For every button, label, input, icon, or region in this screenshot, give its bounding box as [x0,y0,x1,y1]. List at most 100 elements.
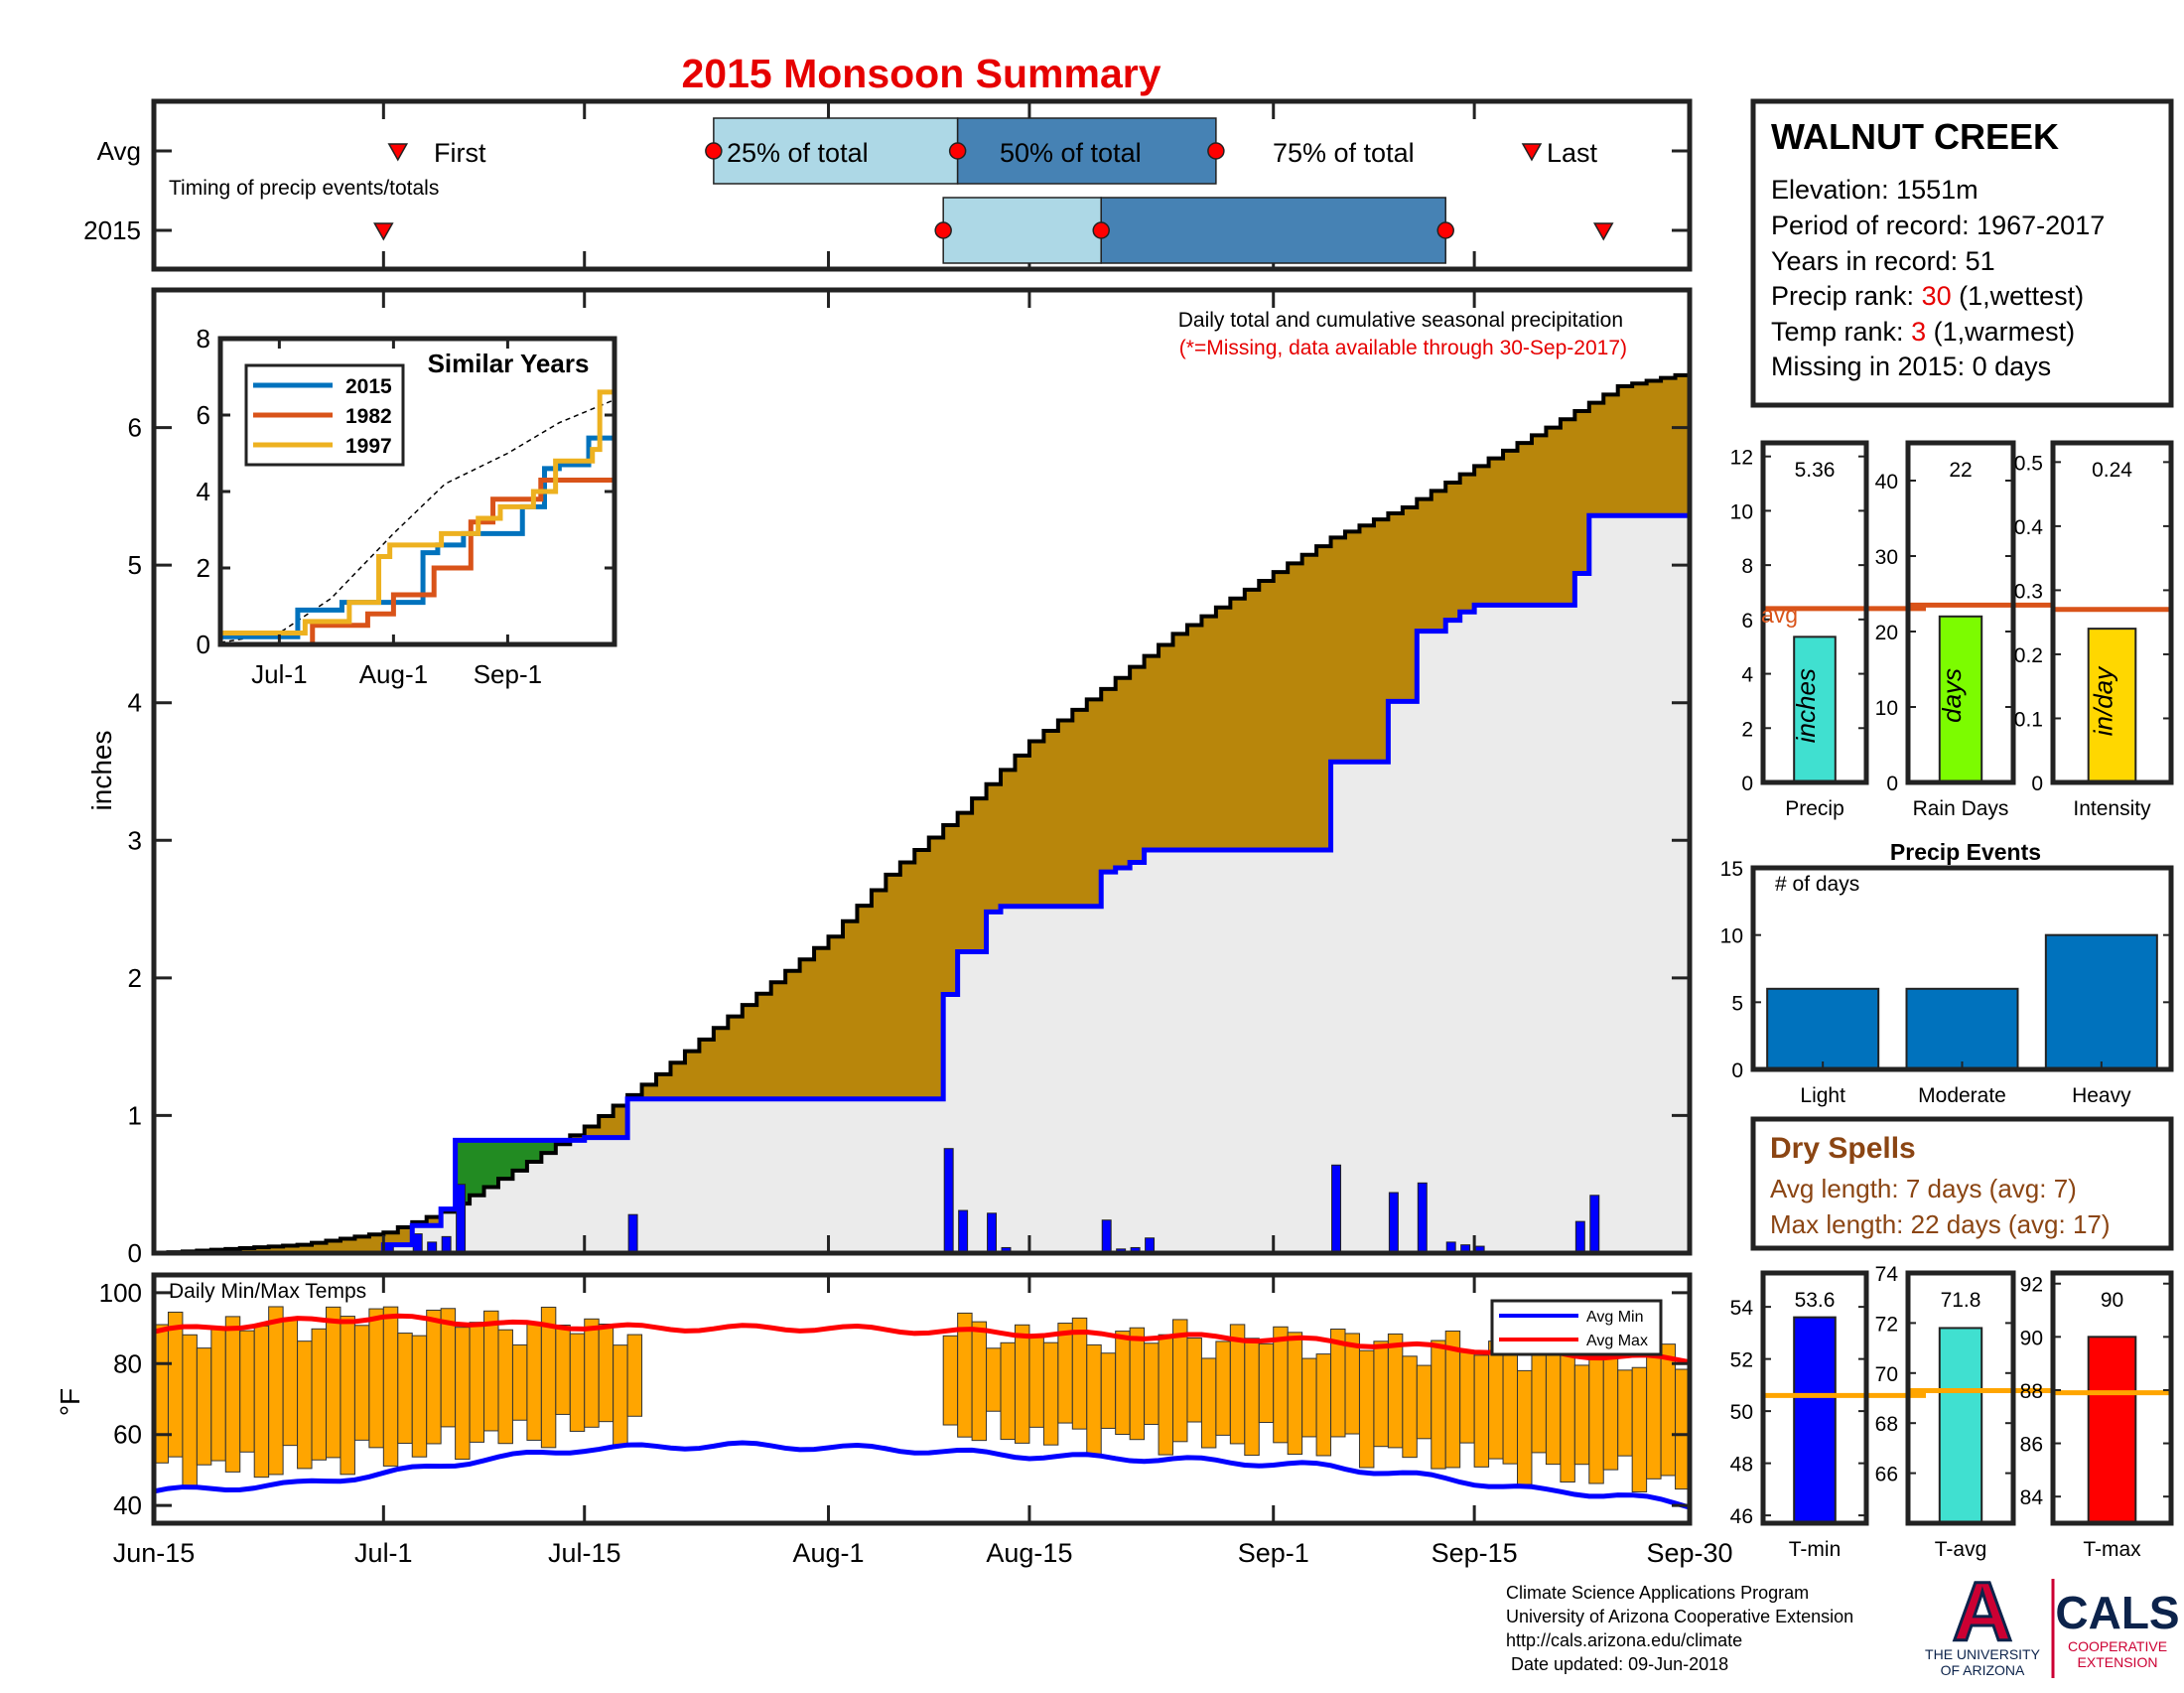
daily-temp-bar [569,1333,586,1432]
main-y-tick-label: 3 [128,825,142,855]
stat-intensity-tick-label: 0.2 [2014,644,2043,667]
timing-label-p25: 25% of total [727,138,869,168]
daily-temp-bar [613,1344,628,1447]
daily-temp-bar [1014,1324,1030,1444]
daily-temp-bar [1531,1353,1547,1454]
stat-raindays-bar [1938,615,1983,783]
daily-precip-bar [1574,1220,1585,1254]
stat-tmax-value-label: 90 [2101,1289,2123,1312]
daily-temp-bar [1158,1334,1174,1456]
ua-logo-line-1: THE UNIVERSITY [1925,1646,2041,1662]
precip-events-tick-label: 5 [1731,992,1743,1015]
stat-raindays-x-label: Rain Days [1913,797,2009,820]
timing-marker-first-avg [387,143,409,162]
daily-temp-bar [426,1309,442,1445]
daily-temp-bar [268,1306,284,1476]
stat-intensity-tick-label: 0.1 [2014,708,2043,731]
daily-temp-bar [368,1308,384,1449]
daily-temp-bar [1617,1369,1633,1457]
dry-spells-avg: Avg length: 7 days (avg: 7) [1770,1174,2077,1203]
daily-temp-bar [455,1327,471,1461]
stat-tmin-tick-label: 50 [1730,1401,1753,1424]
stat-precip-tick-label: 2 [1741,718,1753,741]
station-temp-rank: Temp rank: 3 (1,warmest) [1771,317,2075,347]
timing-marker-last-avg [1521,143,1543,162]
stat-intensity-x-label: Intensity [2073,797,2151,820]
date-axis-tick-label: Jul-15 [548,1538,621,1568]
footer-line-2: University of Arizona Cooperative Extens… [1506,1607,1853,1626]
university-of-arizona-logo: A THE UNIVERSITY OF ARIZONA [1925,1564,2041,1679]
precip-event-category-label: Moderate [1918,1084,2006,1107]
daily-temp-bar [1573,1364,1590,1466]
daily-precip-bar [1589,1195,1600,1254]
date-axis-tick-label: Jul-1 [354,1538,413,1568]
precip-events-label: # of days [1775,873,1859,896]
legend-label-avg-min: Avg Min [1586,1309,1644,1326]
main-frame [151,287,1693,1256]
temps-panel: 40 60 80 100 Daily Min/Max Temps °F Avg Min… [55,1272,1693,1526]
stat-precip-panel: 0 2 4 6 8 10 12 5.36 Precip inches avg [1730,440,1926,820]
daily-temp-bar [353,1325,370,1441]
stat-tmax-frame [2050,1270,2174,1526]
daily-temp-bar [239,1330,255,1453]
date-axis-tick-label: Aug-1 [792,1538,864,1568]
stat-precip-tick-label: 8 [1741,555,1753,578]
temp-y-tick-label: 80 [113,1348,142,1378]
stat-tavg-tick-label: 66 [1875,1464,1898,1486]
stat-panels: 0246810125.36Precipinchesavg01020304022R… [1730,440,2174,1561]
stat-tmin-value-label: 53.6 [1795,1289,1836,1312]
temps-label: Daily Min/Max Temps [169,1280,366,1303]
daily-temp-bar [1416,1364,1433,1440]
avg-max-line [153,1313,1691,1365]
stat-tavg-value-label: 71.8 [1941,1289,1981,1312]
date-axis: Jun-15 Jul-1 Jul-15 Aug-1 Aug-15 Sep-1 Sep-15 S… [113,1538,1733,1568]
inset-x-tick-label: Jul-1 [251,659,307,689]
station-missing: Missing in 2015: 0 days [1771,352,2051,381]
timing-marker-p50-year [1092,221,1110,239]
daily-temp-bar [1517,1369,1533,1485]
main-y-tick-label: 4 [128,688,142,718]
stat-raindays-unit-label: days [1937,668,1967,723]
date-axis-tick-label: Sep-15 [1432,1538,1518,1568]
daily-temp-bar [411,1335,428,1458]
daily-temp-bar [1502,1351,1519,1465]
inset-x-tick-label: Aug-1 [359,659,428,689]
stat-tmin-tick-label: 54 [1730,1297,1754,1320]
daily-temp-bar [1387,1333,1404,1449]
ua-logo-line-2: OF ARIZONA [1941,1662,2025,1678]
stat-intensity-frame [2050,440,2174,785]
stat-precip-tick-label: 6 [1741,610,1753,633]
daily-temp-bar [382,1306,399,1467]
timing-box-outer-avg [956,117,1217,185]
temps-y-axis-label: °F [55,1388,85,1416]
daily-temp-bar [297,1340,313,1470]
daily-temp-bar [1086,1343,1102,1458]
cals-logo-word: CALS [2055,1587,2179,1638]
stat-precip-tick-label: 4 [1741,664,1753,687]
stat-tavg-panel: 66 68 70 72 74 71.8 T-avg [1875,1263,2051,1561]
timing-marker-p50-avg [948,142,967,160]
temps-frame [151,1272,1693,1526]
main-y-tick-label: 6 [128,413,142,443]
timing-marker-first-year [373,222,394,241]
daily-temp-bar [1402,1355,1418,1459]
stat-tmax-panel: 84 86 88 90 92 90 T-max [2020,1270,2174,1561]
stat-intensity-unit-label: in/day [2089,665,2118,736]
timing-marker-p25-year [934,221,952,239]
stat-raindays-frame [1905,440,2016,785]
inset-y-tick-label: 2 [197,553,210,583]
daily-temp-bar [253,1325,270,1479]
legend-label-avg-max: Avg Max [1586,1333,1648,1349]
stat-tmax-tick-label: 92 [2020,1274,2043,1297]
dry-spells-max: Max length: 22 days (avg: 17) [1770,1209,2111,1239]
daily-temp-bar [1459,1350,1475,1444]
stat-tavg-tick-label: 74 [1875,1263,1899,1286]
daily-temp-bar [986,1347,1002,1412]
daily-temp-bar [1301,1357,1317,1438]
daily-temp-bar [598,1324,614,1423]
cals-logo-line-1: COOPERATIVE [2068,1638,2167,1654]
stat-intensity-bar [2087,628,2137,783]
daily-temp-bar [1358,1349,1375,1469]
station-elevation: Elevation: 1551m [1771,175,1979,205]
stat-precip-tick-label: 12 [1730,447,1753,470]
